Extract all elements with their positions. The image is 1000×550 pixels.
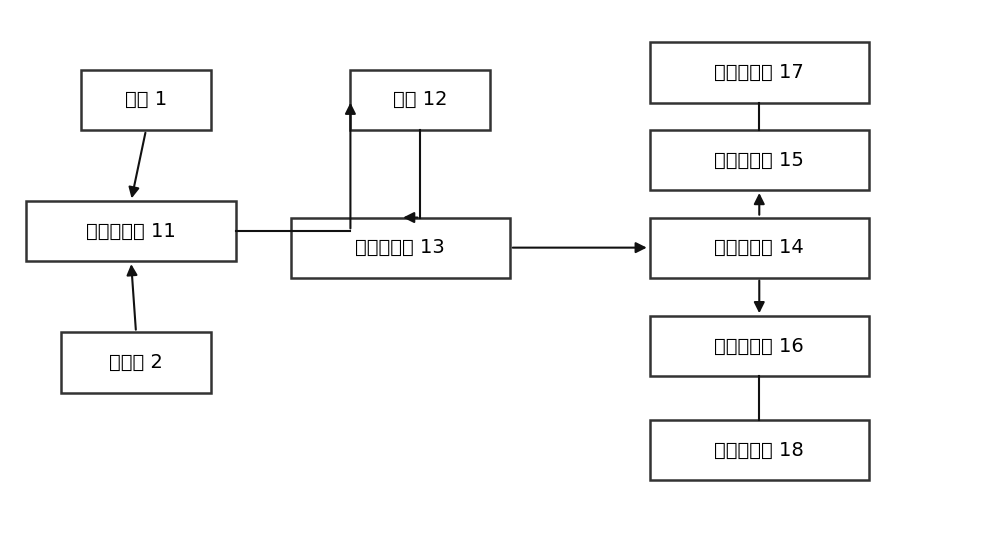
Text: 氮气罐 2: 氮气罐 2 [109,353,163,372]
FancyBboxPatch shape [61,332,211,393]
Text: 第一过滤器 13: 第一过滤器 13 [355,238,445,257]
Text: 高压空气罐 15: 高压空气罐 15 [714,151,804,169]
FancyBboxPatch shape [291,218,510,278]
Text: 第二压力表 18: 第二压力表 18 [714,441,804,460]
FancyBboxPatch shape [650,42,869,103]
Text: 第二电磁阀 14: 第二电磁阀 14 [714,238,804,257]
FancyBboxPatch shape [650,130,869,190]
FancyBboxPatch shape [650,316,869,376]
Text: 第一电磁阀 11: 第一电磁阀 11 [86,222,176,241]
Text: 高压氮气罐 16: 高压氮气罐 16 [714,337,804,356]
FancyBboxPatch shape [81,70,211,130]
FancyBboxPatch shape [650,218,869,278]
FancyBboxPatch shape [26,201,236,261]
FancyBboxPatch shape [650,420,869,480]
FancyBboxPatch shape [350,70,490,130]
Text: 第一压力表 17: 第一压力表 17 [714,63,804,82]
Text: 空气 1: 空气 1 [125,90,167,109]
Text: 气泵 12: 气泵 12 [393,90,447,109]
